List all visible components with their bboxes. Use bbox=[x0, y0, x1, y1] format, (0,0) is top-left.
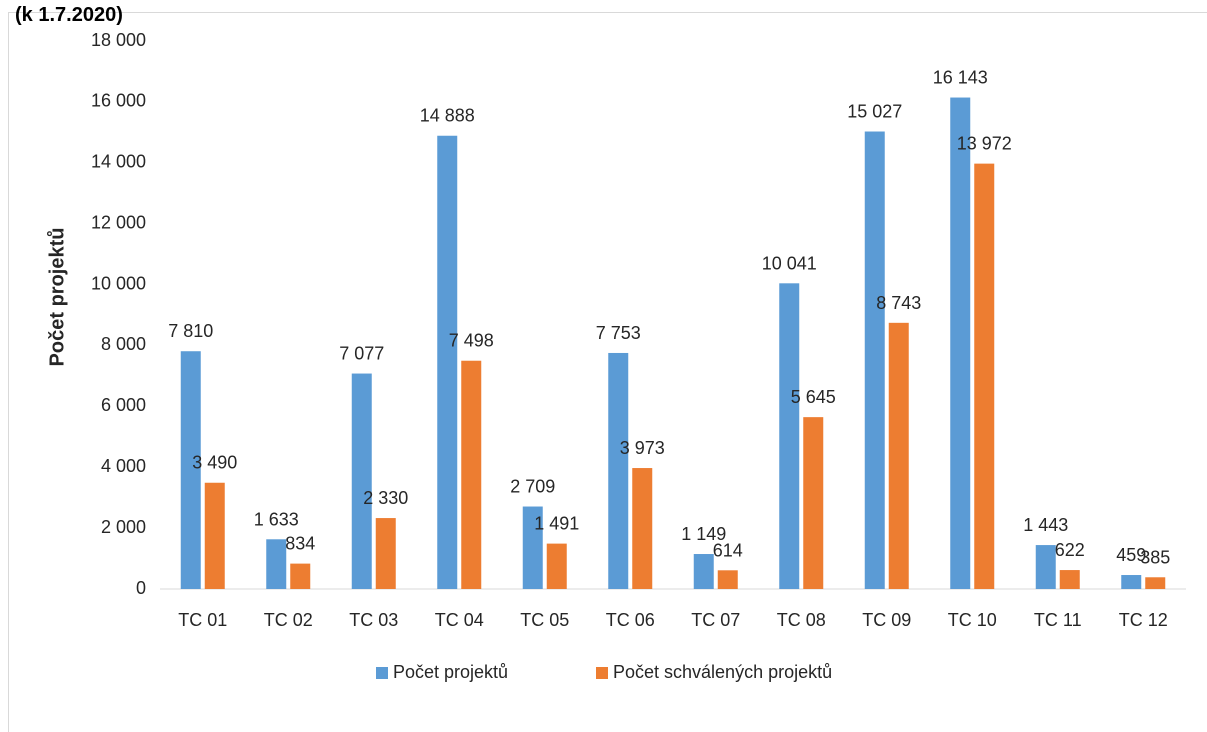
data-label: 13 972 bbox=[957, 134, 1012, 154]
legend-label: Počet projektů bbox=[393, 662, 508, 682]
x-tick-label: TC 07 bbox=[691, 610, 740, 630]
bar-pocet-schvalenych bbox=[1059, 570, 1080, 589]
bar-pocet-schvalenych bbox=[204, 482, 225, 589]
y-tick-label: 4 000 bbox=[101, 456, 146, 476]
x-tick-label: TC 05 bbox=[520, 610, 569, 630]
x-tick-label: TC 10 bbox=[948, 610, 997, 630]
data-label: 7 753 bbox=[596, 323, 641, 343]
bar-pocet-projektu bbox=[180, 351, 201, 589]
data-label: 7 498 bbox=[449, 331, 494, 351]
data-label: 7 077 bbox=[339, 344, 384, 364]
x-axis: TC 01 TC 02 TC 03 TC 04 TC 05 TC 06 TC 07 TC 08… bbox=[178, 610, 1168, 630]
bar-pocet-schvalenych bbox=[546, 543, 567, 589]
bar-pocet-schvalenych bbox=[632, 468, 653, 589]
data-label: 1 443 bbox=[1023, 515, 1068, 535]
data-label: 614 bbox=[713, 540, 743, 560]
x-tick-label: TC 04 bbox=[435, 610, 484, 630]
data-label: 5 645 bbox=[791, 387, 836, 407]
data-label: 1 633 bbox=[254, 509, 299, 529]
y-tick-label: 2 000 bbox=[101, 517, 146, 537]
data-label: 1 149 bbox=[681, 524, 726, 544]
bar-pocet-projektu bbox=[1121, 575, 1142, 589]
data-label: 1 491 bbox=[534, 514, 579, 534]
data-label: 2 330 bbox=[363, 488, 408, 508]
data-label: 10 041 bbox=[762, 253, 817, 273]
chart-frame: (k 1.7.2020) bbox=[8, 4, 1207, 732]
y-tick-label: 8 000 bbox=[101, 334, 146, 354]
data-label: 8 743 bbox=[876, 293, 921, 313]
legend: Počet projektů Počet schválených projektů bbox=[376, 662, 832, 682]
bar-chart: Počet projektů 0 2 000 4 000 6 000 8 000 10 0… bbox=[46, 30, 1186, 682]
y-tick-label: 10 000 bbox=[91, 273, 146, 293]
bar-pocet-projektu bbox=[693, 554, 714, 589]
data-label: 14 888 bbox=[420, 106, 475, 126]
bar-pocet-projektu bbox=[608, 352, 629, 589]
x-tick-label: TC 03 bbox=[349, 610, 398, 630]
data-label: 3 490 bbox=[192, 453, 237, 473]
bar-pocet-projektu bbox=[950, 97, 971, 589]
y-tick-label: 18 000 bbox=[91, 30, 146, 50]
bar-pocet-schvalenych bbox=[461, 360, 482, 589]
x-tick-label: TC 09 bbox=[862, 610, 911, 630]
y-tick-label: 0 bbox=[136, 578, 146, 598]
bar-pocet-schvalenych bbox=[375, 518, 396, 589]
data-label: 3 973 bbox=[620, 438, 665, 458]
data-label: 7 810 bbox=[168, 321, 213, 341]
bar-pocet-projektu bbox=[522, 506, 543, 589]
y-axis: 0 2 000 4 000 6 000 8 000 10 000 12 000 14 000 1… bbox=[91, 30, 146, 598]
bar-pocet-schvalenych bbox=[1145, 577, 1166, 589]
data-label: 622 bbox=[1055, 540, 1085, 560]
x-tick-label: TC 12 bbox=[1119, 610, 1168, 630]
data-label: 16 143 bbox=[933, 68, 988, 88]
bar-pocet-schvalenych bbox=[290, 563, 311, 589]
legend-label: Počet schválených projektů bbox=[613, 662, 832, 682]
x-tick-label: TC 08 bbox=[777, 610, 826, 630]
bar-pocet-schvalenych bbox=[803, 417, 824, 589]
bar-pocet-schvalenych bbox=[888, 322, 909, 589]
bar-pocet-projektu bbox=[437, 135, 458, 590]
x-tick-label: TC 06 bbox=[606, 610, 655, 630]
y-tick-label: 14 000 bbox=[91, 152, 146, 172]
bar-pocet-schvalenych bbox=[974, 163, 995, 589]
y-axis-title: Počet projektů bbox=[46, 228, 68, 367]
x-tick-label: TC 11 bbox=[1034, 610, 1082, 630]
data-label: 385 bbox=[1140, 547, 1170, 567]
x-tick-label: TC 01 bbox=[178, 610, 227, 630]
bar-pocet-projektu bbox=[351, 373, 372, 589]
bar-pocet-projektu bbox=[1035, 545, 1056, 589]
x-tick-label: TC 02 bbox=[264, 610, 313, 630]
y-tick-label: 16 000 bbox=[91, 91, 146, 111]
data-label: 2 709 bbox=[510, 477, 555, 497]
legend-swatch bbox=[376, 667, 388, 679]
chart-partial-title: (k 1.7.2020) bbox=[15, 4, 123, 26]
data-label: 15 027 bbox=[847, 102, 902, 122]
data-label: 834 bbox=[285, 534, 315, 554]
bar-pocet-projektu bbox=[266, 539, 287, 589]
bar-pocet-schvalenych bbox=[717, 570, 738, 589]
y-tick-label: 6 000 bbox=[101, 395, 146, 415]
bars: 7 810 3 490 1 633 834 7 077 2 330 14 888 7 498 2… bbox=[168, 68, 1170, 590]
y-tick-label: 12 000 bbox=[91, 212, 146, 232]
bar-pocet-projektu bbox=[864, 131, 885, 589]
legend-swatch bbox=[596, 667, 608, 679]
bar-pocet-projektu bbox=[779, 283, 800, 589]
data-label: 459 bbox=[1116, 545, 1146, 565]
